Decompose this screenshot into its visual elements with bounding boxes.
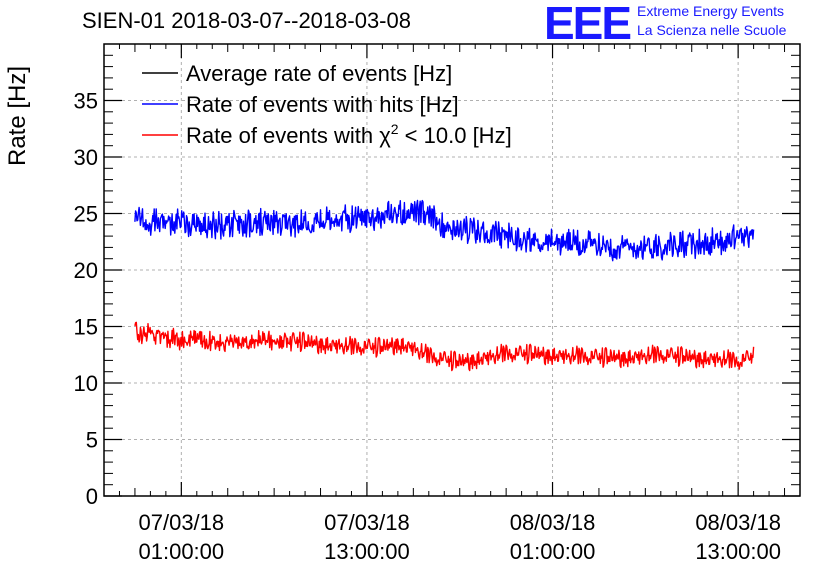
logo-caption-line2: La Scienza nelle Scuole <box>637 22 787 38</box>
legend-label-1: Rate of events with hits [Hz] <box>186 92 459 117</box>
axis-ticks: 0 5 10 15 20 25 30 35 07/03/18 01:00:00 07/03/18 13… <box>74 44 801 564</box>
x-tick-label-time: 01:00:00 <box>510 539 596 564</box>
x-tick-label-date: 08/03/18 <box>510 510 596 535</box>
x-tick-label-time: 01:00:00 <box>139 539 225 564</box>
series-line-2 <box>134 321 755 372</box>
eee-logo: EEE <box>544 0 632 49</box>
x-tick-label-date: 07/03/18 <box>324 510 410 535</box>
y-tick-label: 5 <box>86 428 98 453</box>
x-tick-label-time: 13:00:00 <box>324 539 410 564</box>
logo-caption: Extreme Energy Events La Scienza nelle S… <box>637 2 786 40</box>
x-tick-label-date: 08/03/18 <box>695 510 781 535</box>
x-tick-label-time: 13:00:00 <box>695 539 781 564</box>
y-tick-label: 20 <box>74 258 98 283</box>
y-tick-label: 25 <box>74 202 98 227</box>
y-tick-label: 10 <box>74 371 98 396</box>
legend-label-0: Average rate of events [Hz] <box>186 61 452 86</box>
y-tick-label: 35 <box>74 89 98 114</box>
chart-title: SIEN-01 2018-03-07--2018-03-08 <box>82 8 411 33</box>
y-tick-label: 0 <box>86 484 98 509</box>
legend-label-2: Rate of events with χ2 < 10.0 [Hz] <box>186 121 512 148</box>
series-layer <box>134 199 755 372</box>
y-tick-label: 30 <box>74 145 98 170</box>
grid <box>104 44 800 496</box>
series-line-1 <box>134 199 755 262</box>
logo-caption-line1: Extreme Energy Events <box>637 3 785 19</box>
y-tick-label: 15 <box>74 315 98 340</box>
x-tick-label-date: 07/03/18 <box>139 510 225 535</box>
y-axis-label: Rate [Hz] <box>4 65 31 166</box>
legend: Average rate of events [Hz] Rate of event… <box>142 61 512 148</box>
